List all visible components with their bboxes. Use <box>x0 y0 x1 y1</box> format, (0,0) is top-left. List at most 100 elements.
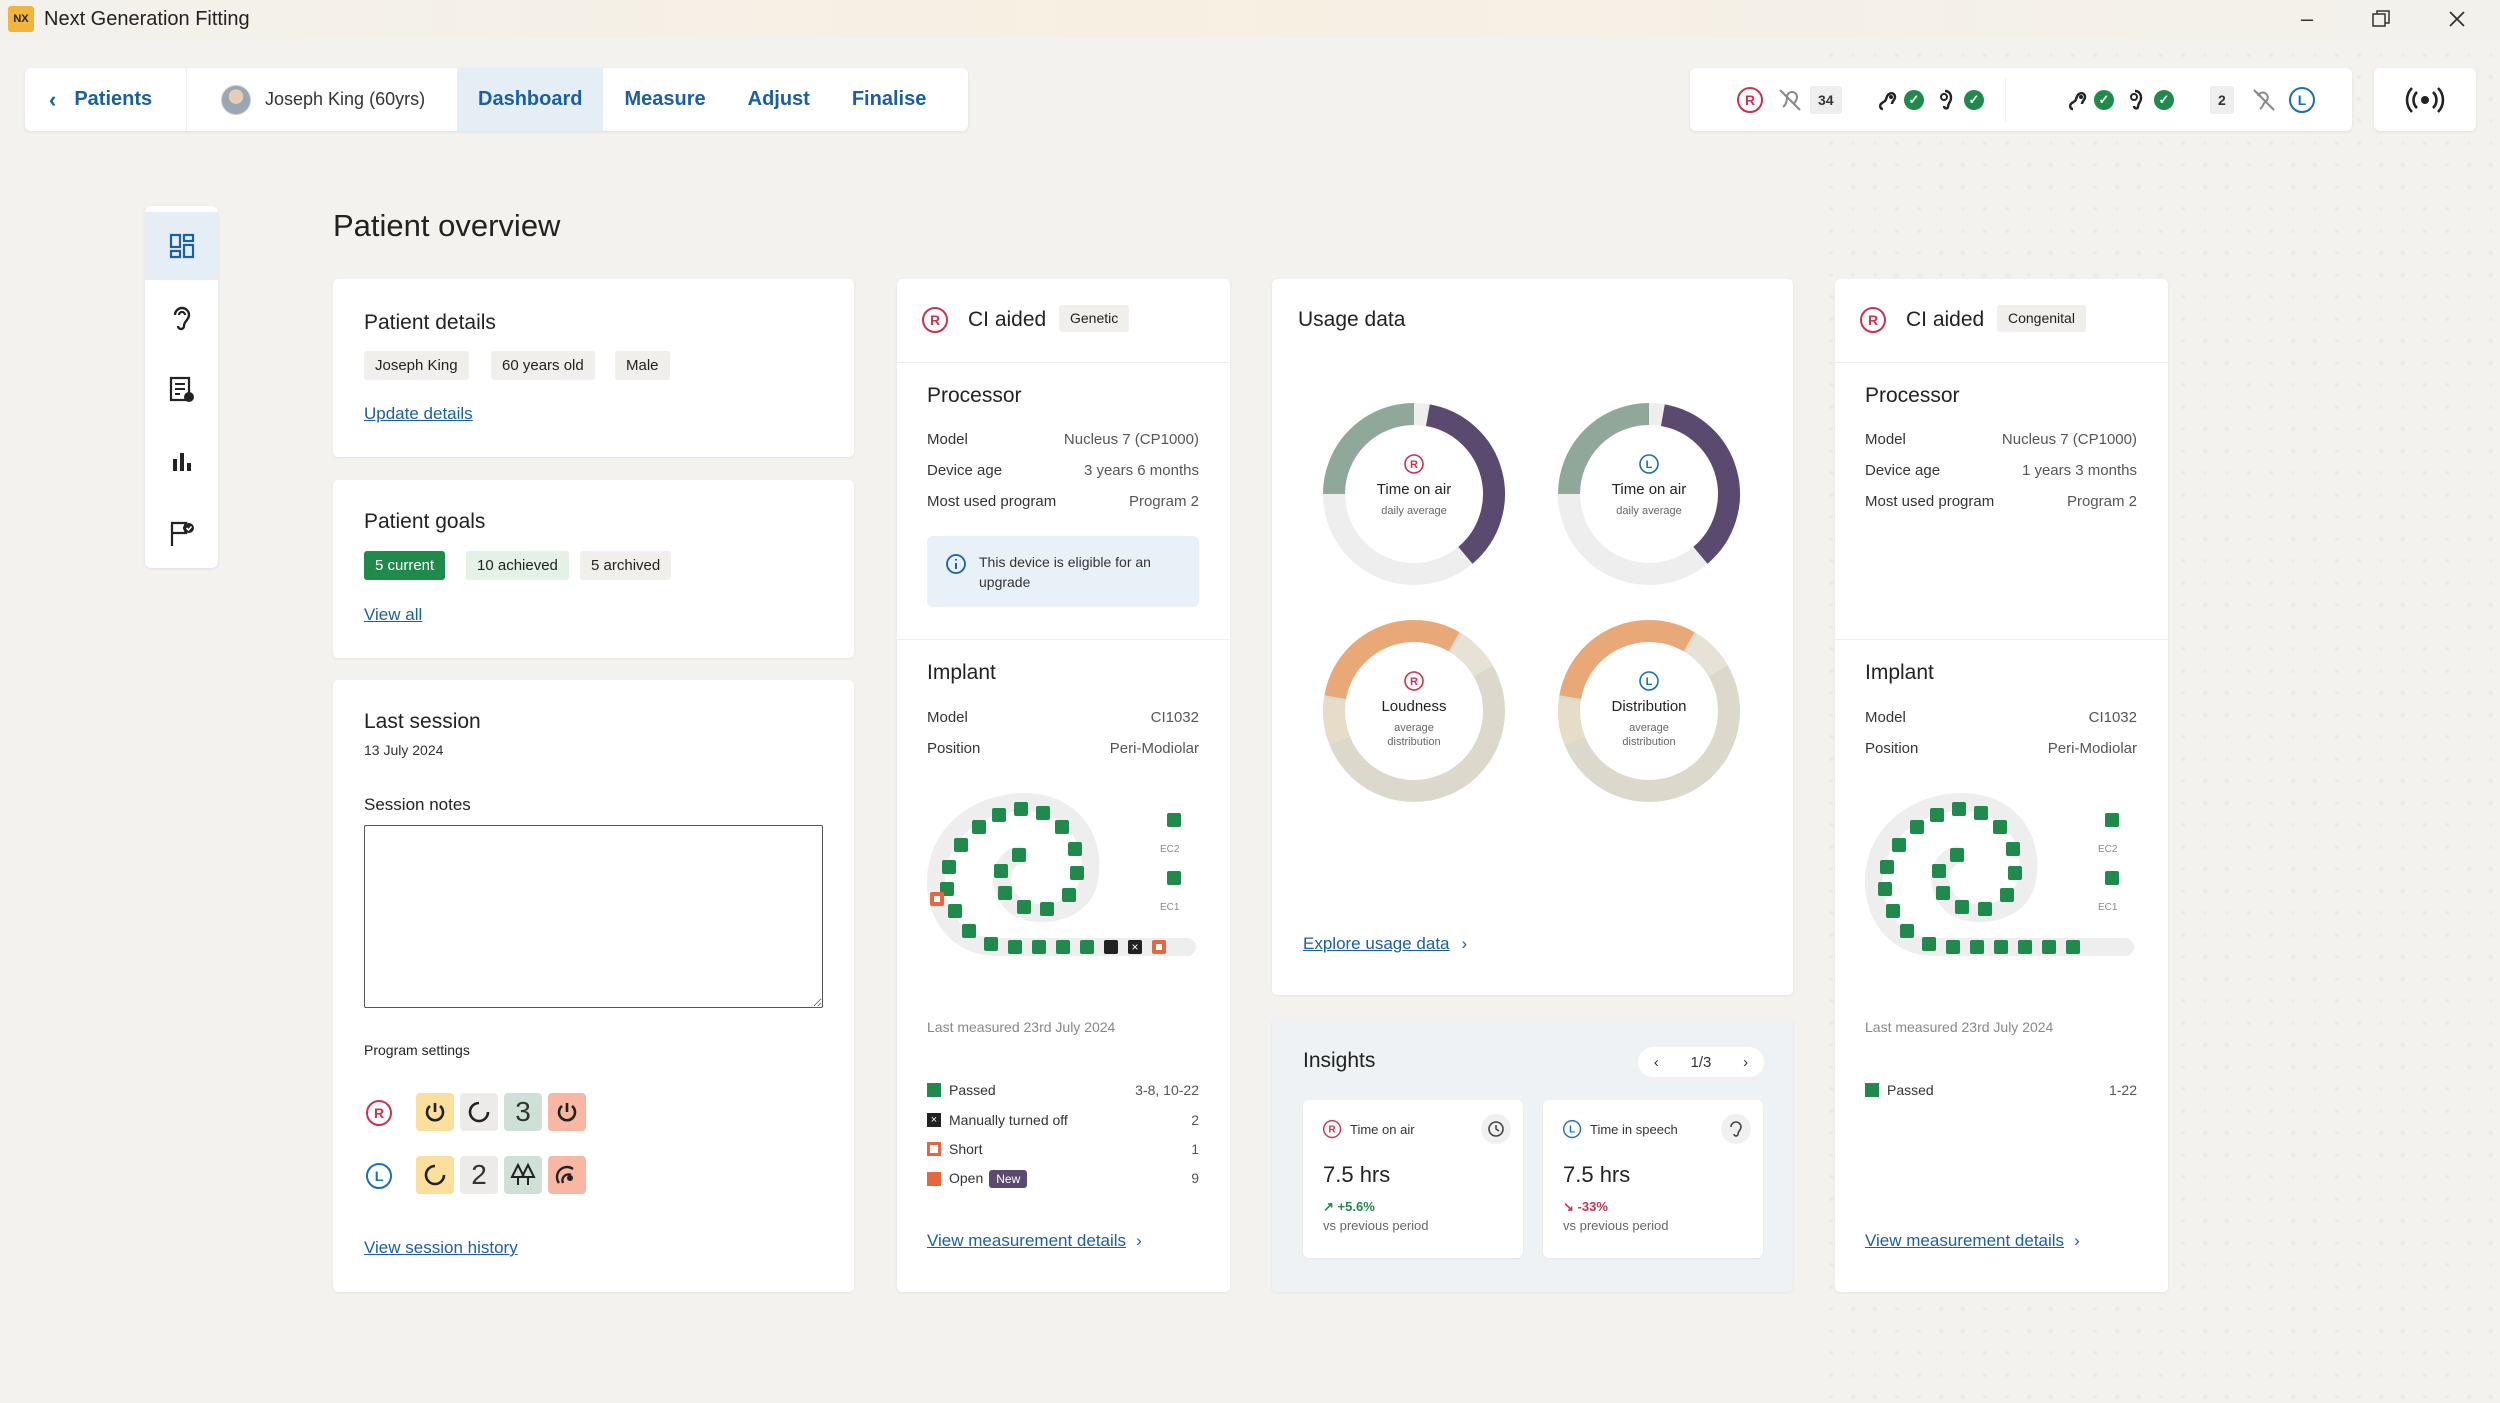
check-icon: ✓ <box>2154 90 2174 110</box>
restore-icon <box>2372 10 2390 27</box>
donut-segment <box>1660 404 1740 564</box>
tab-dashboard[interactable]: Dashboard <box>457 68 604 131</box>
current-goals-chip[interactable]: 5 current <box>364 551 446 580</box>
tab-adjust[interactable]: Adjust <box>747 88 810 110</box>
view-all-goals-link[interactable]: View all <box>364 605 423 624</box>
last-measured: Last measured 23rd July 2024 <box>927 1019 1116 1035</box>
implant-position-value: Peri-Modiolar <box>1109 740 1199 757</box>
left-hearing-aid-icon[interactable] <box>2124 86 2152 114</box>
insight-time-on-air[interactable]: R Time on air 7.5 hrs ↗ +5.6% vs previou… <box>1303 1100 1523 1258</box>
sidebar-item-hearing[interactable] <box>145 284 218 352</box>
turned-off-label: Manually turned off <box>949 1112 1068 1128</box>
explore-usage-data-link[interactable]: Explore usage data › <box>1303 934 1468 953</box>
electrode-passed <box>1014 802 1028 816</box>
electrode-passed <box>1032 940 1046 954</box>
etiology-tag: Congenital <box>1997 305 2086 332</box>
right-hearing-aid-icon[interactable] <box>1934 86 1962 114</box>
electrode-passed <box>998 886 1012 900</box>
session-notes-input[interactable] <box>364 825 823 1008</box>
current-patient[interactable]: Joseph King (60yrs) <box>187 68 457 131</box>
usage-donut[interactable]: L Time on air daily average <box>1558 403 1740 585</box>
electrode-passed <box>1878 882 1892 896</box>
device-status-panel: R 34 ✓ ✓ ✓ ✓ 2 L <box>1690 68 2352 131</box>
insight-value: 7.5 hrs <box>1323 1162 1391 1187</box>
view-measurement-details-link[interactable]: View measurement details › <box>927 1231 1142 1250</box>
electrode-ec2 <box>1167 813 1181 827</box>
program-power-button[interactable] <box>548 1093 586 1131</box>
card-title: Insights <box>1303 1049 1376 1072</box>
left-hearing-off-icon[interactable] <box>2250 86 2278 114</box>
streaming-button[interactable] <box>2374 68 2476 131</box>
processor-model-value: Nucleus 7 (CP1000) <box>2001 431 2137 448</box>
electrode-passed <box>994 864 1008 878</box>
electrode-short-inner <box>934 896 940 902</box>
electrode-passed <box>1955 900 1969 914</box>
short-legend-swatch <box>927 1142 941 1156</box>
short-label: Short <box>949 1141 983 1157</box>
device-age-value: 1 years 3 months <box>2021 462 2137 479</box>
passed-label: Passed <box>949 1082 996 1098</box>
tab-measure[interactable]: Measure <box>624 88 706 110</box>
ec2-label: EC2 <box>1160 844 1180 855</box>
program-power-button[interactable] <box>416 1093 454 1131</box>
electrode-passed <box>972 820 986 834</box>
view-session-history-link[interactable]: View session history <box>364 1238 518 1257</box>
sidebar-item-reports[interactable] <box>145 356 218 424</box>
next-insight-button[interactable]: › <box>1743 1053 1749 1071</box>
card-title: CI aided <box>1906 308 1985 331</box>
right-processor-icon[interactable] <box>1874 86 1902 114</box>
tab-finalise[interactable]: Finalise <box>851 88 927 110</box>
implant-model-value: CI1032 <box>1150 709 1199 726</box>
implant-position-value: Peri-Modiolar <box>2047 740 2137 757</box>
archived-goals-chip[interactable]: 5 archived <box>580 551 672 580</box>
usage-donut[interactable]: R Time on air daily average <box>1323 403 1505 585</box>
donut-segment <box>1323 403 1415 495</box>
usage-donut[interactable]: L Distribution average distribution <box>1558 620 1740 802</box>
program-outdoor-button[interactable] <box>504 1156 542 1194</box>
program-loop-button[interactable] <box>416 1156 454 1194</box>
program-3-button[interactable]: 3 <box>504 1093 542 1131</box>
usage-donut[interactable]: R Loudness average distribution <box>1323 620 1505 802</box>
card-title: Usage data <box>1298 308 1406 331</box>
patient-name: Joseph King (60yrs) <box>265 89 426 109</box>
sidebar-item-dashboard[interactable] <box>145 212 218 280</box>
electrode-passed <box>1008 940 1022 954</box>
insight-time-in-speech[interactable]: L Time in speech 7.5 hrs ↘ -33% vs previ… <box>1543 1100 1763 1258</box>
insight-period: vs previous period <box>1323 1218 1429 1233</box>
tree-icon <box>510 1162 536 1185</box>
back-label: Patients <box>74 88 153 110</box>
program-music-button[interactable] <box>548 1156 586 1194</box>
insight-page-indicator: 1/3 <box>1690 1053 1712 1071</box>
ear-icon <box>173 306 190 331</box>
electrode-passed <box>2000 888 2014 902</box>
back-to-patients-button[interactable]: ‹ Patients <box>25 68 187 131</box>
update-details-link[interactable]: Update details <box>364 404 473 423</box>
close-button[interactable] <box>2420 0 2494 38</box>
usage-data-card: Usage data R Time on air daily average L Tim… <box>1272 279 1793 995</box>
passed-value: 1-22 <box>2108 1082 2137 1098</box>
program-loop-button[interactable] <box>460 1093 498 1131</box>
processor-title: Processor <box>927 384 1022 407</box>
left-processor-icon[interactable] <box>2064 86 2092 114</box>
minimize-button[interactable]: – <box>2300 6 2314 31</box>
session-date: 13 July 2024 <box>364 742 444 758</box>
restore-button[interactable] <box>2344 0 2418 38</box>
view-measurement-details-link[interactable]: View measurement details › <box>1865 1231 2080 1250</box>
power-icon <box>557 1103 577 1122</box>
chevron-left-icon: ‹ <box>49 86 57 112</box>
donut-subtitle: daily average <box>1616 505 1681 517</box>
implant-model-value: CI1032 <box>2088 709 2137 726</box>
open-value: 9 <box>1191 1170 1199 1186</box>
electrode-passed <box>962 924 976 938</box>
open-legend-swatch <box>927 1172 941 1186</box>
sidebar-item-analytics[interactable] <box>145 428 218 496</box>
donut-segment <box>1685 633 1728 677</box>
electrode-passed <box>940 882 954 896</box>
previous-insight-button[interactable]: ‹ <box>1653 1053 1659 1071</box>
electrode-passed <box>1055 820 1069 834</box>
right-mic-off-icon[interactable] <box>1776 86 1804 114</box>
achieved-goals-chip[interactable]: 10 achieved <box>466 551 569 580</box>
sidebar-item-goals[interactable] <box>145 500 218 568</box>
processor-model-label: Model <box>1865 431 1906 448</box>
program-2-button[interactable]: 2 <box>460 1156 498 1194</box>
